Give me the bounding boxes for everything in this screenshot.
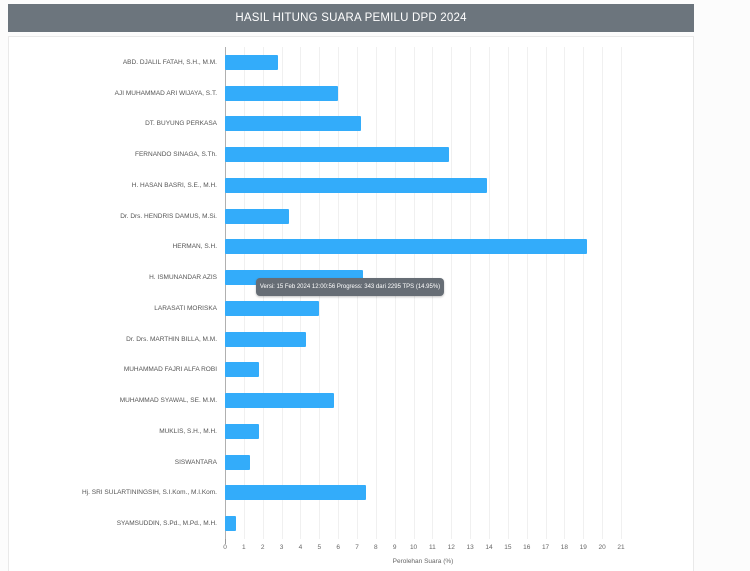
x-axis: 0 1 2 3 4 5 6 7 8 9 10 11 12 13 14 15 16 17 18 19 20 21: [223, 544, 625, 554]
candidate-label: MUHAMMAD SYAWAL, SE. M.M.: [119, 397, 217, 405]
candidate-label: FERNANDO SINAGA, S.Th.: [135, 151, 217, 159]
gridline: [526, 47, 528, 539]
candidate-label: Dr. Drs. HENDRIS DAMUS, M.Si.: [120, 212, 217, 220]
x-tick-label: 3: [279, 544, 284, 551]
chart-panel: ABD. DJALIL FATAH, S.H., M.M. AJI MUHAMMA…: [8, 36, 694, 571]
x-tick-label: 20: [598, 544, 606, 551]
candidate-label: H. ISMUNANDAR AZIS: [149, 274, 217, 282]
plot-area: [225, 47, 622, 544]
candidate-label: MUHAMMAD FAJRI ALFA ROBI: [123, 366, 217, 374]
y-axis-labels: ABD. DJALIL FATAH, S.H., M.M. AJI MUHAMMA…: [9, 47, 217, 539]
candidate-label: Hj. SRI SULARTININGSIH, S.I.Kom., M.I.Ko…: [82, 489, 217, 497]
x-tick-label: 12: [447, 544, 455, 551]
candidate-bar[interactable]: [225, 85, 339, 101]
x-tick-label: 14: [485, 544, 493, 551]
candidate-label: SISWANTARA: [174, 458, 217, 466]
candidate-bar[interactable]: [225, 116, 361, 132]
candidate-label: DT. BUYUNG PERKASA: [145, 120, 217, 128]
candidate-bar[interactable]: [225, 454, 250, 470]
x-tick-label: 5: [317, 544, 322, 551]
x-tick-label: 15: [504, 544, 512, 551]
x-tick-label: 19: [579, 544, 587, 551]
x-tick-label: 10: [409, 544, 418, 551]
zero-tick-mark: [225, 539, 226, 544]
candidate-label: SYAMSUDDIN, S.Pd., M.Pd., M.H.: [116, 520, 217, 528]
x-tick-label: 11: [429, 544, 436, 551]
candidate-bar[interactable]: [225, 485, 367, 501]
gridline: [583, 47, 585, 539]
x-axis-title: Perolehan Suara (%): [392, 558, 454, 565]
x-tick-label: 1: [242, 544, 246, 551]
gridline: [507, 47, 509, 539]
chart-title: HASIL HITUNG SUARA PEMILU DPD 2024: [235, 12, 467, 24]
x-tick-label: 0: [223, 544, 227, 551]
candidate-label: H. HASAN BASRI, S.E., M.H.: [131, 181, 217, 189]
candidate-label: LARASATI MORISKA: [154, 304, 217, 312]
candidate-label: HERMAN, S.H.: [172, 243, 217, 251]
candidate-bar[interactable]: [225, 423, 259, 439]
candidate-bar[interactable]: [225, 516, 237, 532]
x-tick-label: 17: [541, 544, 550, 551]
candidate-bar[interactable]: [225, 147, 450, 163]
gridline: [489, 47, 490, 539]
zero-axis-line: [225, 47, 226, 539]
candidate-label: AJI MUHAMMAD ARI WIJAYA, S.T.: [114, 89, 217, 97]
gridline: [470, 47, 472, 539]
candidate-bar[interactable]: [225, 177, 488, 193]
gridline: [451, 47, 453, 539]
gridline: [564, 47, 566, 539]
candidate-bar[interactable]: [225, 300, 320, 316]
x-tick-label: 6: [336, 544, 340, 551]
candidate-bar[interactable]: [225, 393, 335, 409]
candidate-bar[interactable]: [225, 208, 290, 224]
candidate-label: Dr. Drs. MARTHIN BILLA, M.M.: [126, 335, 217, 343]
candidate-label: ABD. DJALIL FATAH, S.H., M.M.: [122, 58, 217, 66]
candidate-label: MUKLIS, S.H., M.H.: [159, 427, 217, 435]
gridline: [621, 47, 622, 539]
x-tick-label: 13: [466, 544, 474, 551]
candidate-bar[interactable]: [225, 362, 259, 378]
chart-title-bar: HASIL HITUNG SUARA PEMILU DPD 2024: [8, 4, 694, 32]
x-tick-label: 2: [260, 544, 265, 551]
x-tick-label: 9: [392, 544, 397, 551]
x-tick-label: 8: [374, 544, 378, 551]
tooltip: Versi: 15 Feb 2024 12:00:56 Progress: 34…: [256, 278, 444, 296]
gridline: [243, 47, 245, 539]
candidate-bar[interactable]: [225, 239, 588, 255]
gridline: [545, 47, 547, 539]
x-tick-label: 16: [523, 544, 531, 551]
candidate-bar[interactable]: [225, 331, 307, 347]
x-tick-label: 21: [617, 544, 625, 551]
tooltip-text: Versi: 15 Feb 2024 12:00:56 Progress: 34…: [259, 284, 441, 290]
x-tick-label: 4: [298, 544, 303, 551]
gridline: [602, 47, 604, 539]
x-tick-label: 18: [560, 544, 569, 551]
candidate-bar[interactable]: [225, 54, 278, 70]
x-tick-label: 7: [355, 544, 359, 551]
